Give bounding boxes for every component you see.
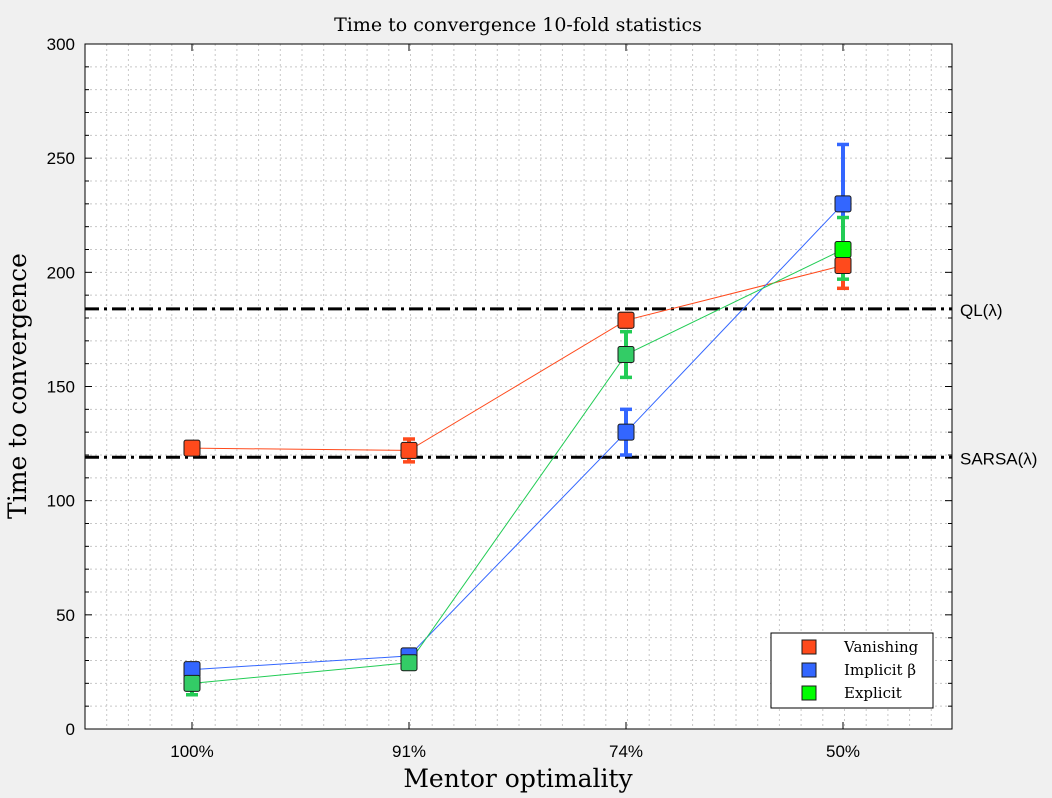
x-tick-label: 50% bbox=[826, 742, 860, 761]
legend: Vanishing Implicit β Explicit bbox=[770, 632, 934, 709]
x-tick-label: 74% bbox=[609, 742, 643, 761]
data-marker bbox=[400, 441, 418, 459]
grid bbox=[85, 44, 952, 729]
data-marker bbox=[183, 439, 201, 457]
x-axis-label: Mentor optimality bbox=[403, 764, 633, 793]
legend-swatch bbox=[801, 685, 817, 701]
x-tick-label: 91% bbox=[392, 742, 426, 761]
data-marker bbox=[400, 654, 418, 672]
legend-box bbox=[770, 632, 934, 709]
y-tick-label: 150 bbox=[47, 378, 75, 397]
y-tick-label: 300 bbox=[47, 35, 75, 54]
chart-title: Time to convergence 10-fold statistics bbox=[334, 14, 702, 36]
y-axis-ticks: 0 50 100 150 200 250 300 bbox=[47, 35, 952, 739]
y-tick-label: 50 bbox=[56, 606, 75, 625]
y-axis-label: Time to convergence bbox=[3, 253, 32, 519]
legend-label: Vanishing bbox=[843, 638, 919, 656]
reference-line-label: SARSA(λ) bbox=[960, 449, 1037, 468]
x-tick-label: 100% bbox=[170, 742, 213, 761]
reference-line-labels: QL(λ) SARSA(λ) bbox=[960, 301, 1037, 468]
legend-label: Implicit β bbox=[844, 661, 916, 679]
legend-swatch bbox=[801, 662, 817, 678]
series-line bbox=[191, 264, 844, 451]
data-marker bbox=[617, 346, 635, 364]
data-markers bbox=[183, 195, 852, 692]
data-marker bbox=[834, 195, 852, 213]
data-marker bbox=[183, 674, 201, 692]
series-line bbox=[191, 249, 844, 684]
legend-label: Explicit bbox=[844, 684, 902, 702]
y-tick-label: 250 bbox=[47, 149, 75, 168]
data-marker bbox=[834, 256, 852, 274]
x-axis-ticks: 100% 91% 74% 50% bbox=[170, 44, 860, 761]
data-marker bbox=[834, 241, 852, 258]
reference-lines bbox=[85, 307, 952, 459]
series-line bbox=[191, 203, 844, 671]
y-tick-label: 200 bbox=[47, 263, 75, 282]
y-tick-label: 100 bbox=[47, 492, 75, 511]
series-lines bbox=[191, 203, 844, 684]
legend-swatch bbox=[801, 639, 817, 655]
data-marker bbox=[617, 423, 635, 441]
reference-line-label: QL(λ) bbox=[960, 301, 1003, 320]
y-tick-label: 0 bbox=[66, 720, 75, 739]
data-marker bbox=[617, 311, 635, 329]
